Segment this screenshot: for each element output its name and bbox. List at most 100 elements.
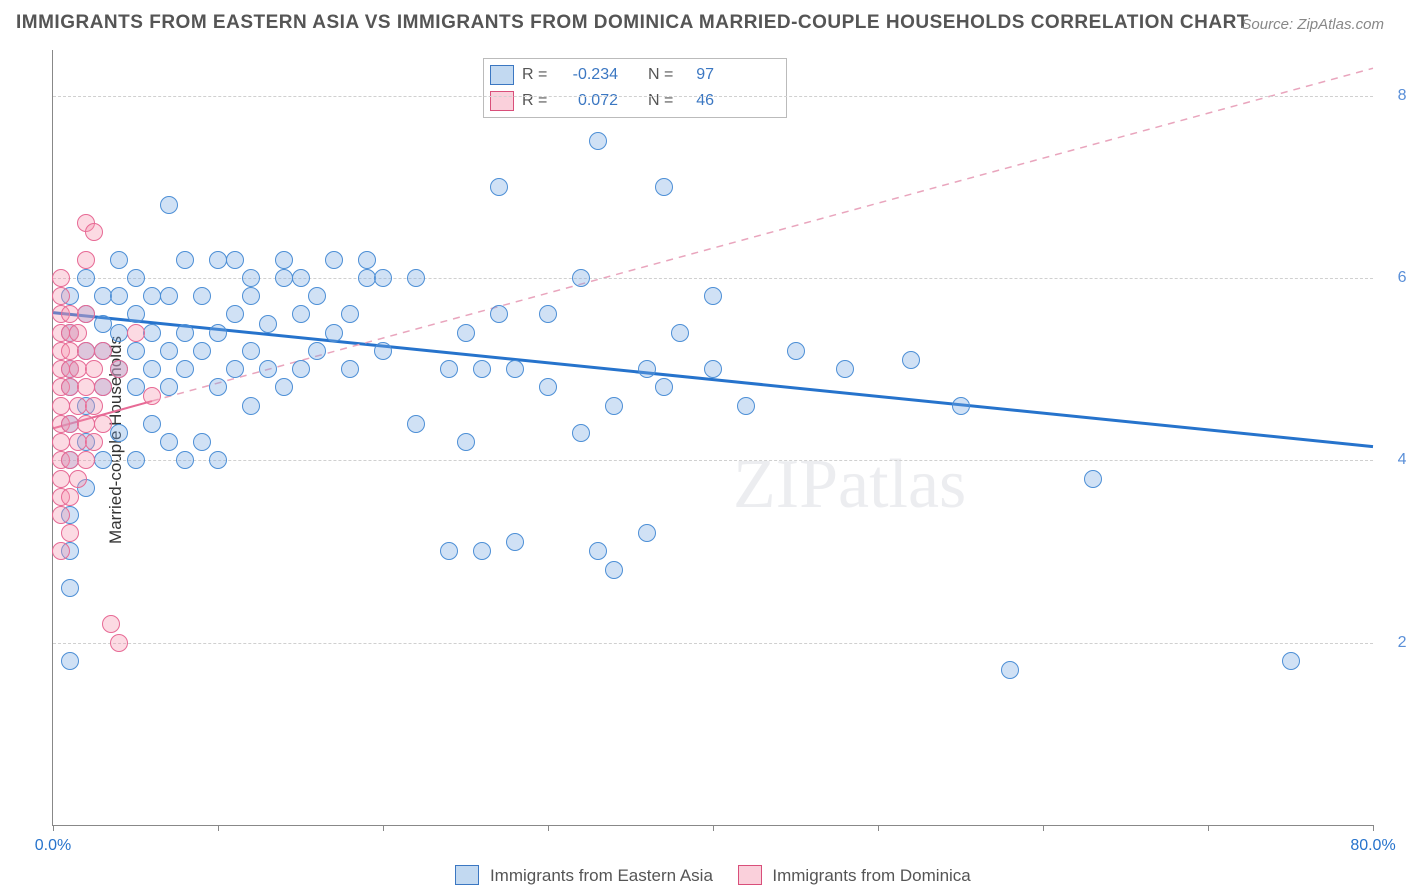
point-series1 bbox=[836, 360, 854, 378]
point-series1 bbox=[209, 251, 227, 269]
point-series2 bbox=[77, 251, 95, 269]
y-tick-label: 40.0% bbox=[1398, 451, 1406, 469]
point-series1 bbox=[407, 415, 425, 433]
x-tick bbox=[878, 825, 879, 831]
point-series1 bbox=[143, 360, 161, 378]
gridline bbox=[53, 460, 1373, 461]
point-series2 bbox=[69, 433, 87, 451]
point-series1 bbox=[176, 451, 194, 469]
x-tick bbox=[548, 825, 549, 831]
point-series1 bbox=[457, 324, 475, 342]
point-series1 bbox=[341, 305, 359, 323]
point-series1 bbox=[127, 378, 145, 396]
point-series1 bbox=[242, 287, 260, 305]
x-tick bbox=[218, 825, 219, 831]
point-series1 bbox=[61, 652, 79, 670]
point-series1 bbox=[209, 324, 227, 342]
x-tick bbox=[53, 825, 54, 831]
point-series1 bbox=[490, 178, 508, 196]
point-series1 bbox=[61, 579, 79, 597]
point-series1 bbox=[638, 360, 656, 378]
point-series1 bbox=[589, 542, 607, 560]
point-series2 bbox=[52, 470, 70, 488]
point-series1 bbox=[226, 360, 244, 378]
point-series1 bbox=[292, 360, 310, 378]
point-series2 bbox=[61, 305, 79, 323]
point-series1 bbox=[704, 360, 722, 378]
point-series1 bbox=[143, 415, 161, 433]
point-series1 bbox=[358, 251, 376, 269]
stats-legend-box: R = -0.234 N = 97 R = 0.072 N = 46 bbox=[483, 58, 787, 118]
point-series1 bbox=[94, 451, 112, 469]
point-series1 bbox=[127, 342, 145, 360]
point-series1 bbox=[160, 433, 178, 451]
point-series1 bbox=[605, 561, 623, 579]
point-series1 bbox=[160, 287, 178, 305]
point-series1 bbox=[572, 269, 590, 287]
y-tick-label: 60.0% bbox=[1398, 269, 1406, 287]
point-series2 bbox=[127, 324, 145, 342]
point-series2 bbox=[61, 451, 79, 469]
point-series1 bbox=[94, 287, 112, 305]
r-value-1: -0.234 bbox=[558, 66, 618, 84]
point-series1 bbox=[127, 451, 145, 469]
point-series1 bbox=[110, 251, 128, 269]
point-series2 bbox=[77, 342, 95, 360]
gridline bbox=[53, 643, 1373, 644]
point-series1 bbox=[1084, 470, 1102, 488]
point-series1 bbox=[242, 269, 260, 287]
point-series1 bbox=[127, 269, 145, 287]
point-series1 bbox=[539, 305, 557, 323]
point-series1 bbox=[110, 287, 128, 305]
point-series1 bbox=[77, 269, 95, 287]
point-series2 bbox=[61, 378, 79, 396]
point-series1 bbox=[110, 424, 128, 442]
point-series2 bbox=[94, 342, 112, 360]
point-series1 bbox=[473, 360, 491, 378]
point-series2 bbox=[85, 360, 103, 378]
point-series1 bbox=[193, 433, 211, 451]
point-series1 bbox=[358, 269, 376, 287]
series2-name: Immigrants from Dominica bbox=[772, 866, 970, 885]
point-series1 bbox=[292, 305, 310, 323]
point-series2 bbox=[61, 524, 79, 542]
point-series2 bbox=[52, 397, 70, 415]
series-legend: Immigrants from Eastern Asia Immigrants … bbox=[0, 865, 1406, 888]
point-series2 bbox=[110, 634, 128, 652]
point-series1 bbox=[308, 287, 326, 305]
point-series1 bbox=[902, 351, 920, 369]
point-series1 bbox=[787, 342, 805, 360]
gridline bbox=[53, 96, 1373, 97]
point-series1 bbox=[539, 378, 557, 396]
point-series1 bbox=[242, 397, 260, 415]
point-series1 bbox=[275, 378, 293, 396]
point-series2 bbox=[52, 433, 70, 451]
point-series2 bbox=[85, 433, 103, 451]
point-series1 bbox=[1282, 652, 1300, 670]
point-series1 bbox=[308, 342, 326, 360]
series1-name: Immigrants from Eastern Asia bbox=[490, 866, 713, 885]
point-series1 bbox=[638, 524, 656, 542]
legend-row-series2: R = 0.072 N = 46 bbox=[490, 88, 780, 114]
point-series2 bbox=[69, 470, 87, 488]
point-series2 bbox=[52, 542, 70, 560]
plot-area: ZIPatlas R = -0.234 N = 97 R = 0.072 N =… bbox=[52, 50, 1373, 826]
point-series1 bbox=[671, 324, 689, 342]
point-series1 bbox=[110, 324, 128, 342]
point-series1 bbox=[407, 269, 425, 287]
point-series1 bbox=[655, 178, 673, 196]
x-tick-label: 80.0% bbox=[1350, 837, 1395, 855]
point-series1 bbox=[704, 287, 722, 305]
point-series2 bbox=[69, 360, 87, 378]
y-tick-label: 80.0% bbox=[1398, 87, 1406, 105]
point-series1 bbox=[325, 324, 343, 342]
x-tick-label: 0.0% bbox=[35, 837, 71, 855]
point-series2 bbox=[143, 387, 161, 405]
point-series1 bbox=[259, 315, 277, 333]
point-series2 bbox=[52, 506, 70, 524]
point-series1 bbox=[457, 433, 475, 451]
x-tick bbox=[1043, 825, 1044, 831]
swatch-pink-icon bbox=[490, 91, 514, 111]
point-series1 bbox=[176, 251, 194, 269]
point-series2 bbox=[85, 223, 103, 241]
